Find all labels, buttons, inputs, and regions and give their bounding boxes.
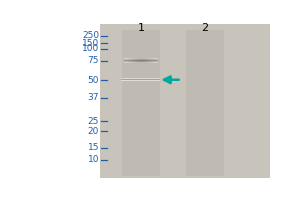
Bar (156, 58, 157, 63)
Bar (138, 58, 139, 63)
Bar (144, 58, 145, 63)
Bar (136, 58, 137, 63)
Bar (157, 58, 158, 63)
Bar (126, 58, 127, 63)
Bar (148, 58, 149, 63)
Bar (143, 58, 144, 63)
Bar (147, 58, 148, 63)
Bar (149, 58, 150, 63)
Bar (131, 58, 132, 63)
Bar (140, 58, 141, 63)
Bar (133, 58, 134, 63)
Text: 15: 15 (88, 143, 99, 152)
Bar (128, 58, 129, 63)
Bar (139, 58, 140, 63)
Text: 100: 100 (82, 44, 99, 53)
Text: 75: 75 (88, 56, 99, 65)
Text: 25: 25 (88, 117, 99, 126)
Bar (186, 30, 224, 176)
Bar (141, 58, 142, 63)
Bar (129, 58, 130, 63)
Bar (155, 58, 156, 63)
Bar (152, 58, 153, 63)
Bar (100, 24, 270, 178)
Text: 250: 250 (82, 31, 99, 40)
Bar (145, 58, 146, 63)
Bar (153, 58, 154, 63)
Text: 2: 2 (201, 23, 208, 33)
Bar (124, 58, 125, 63)
Bar (130, 58, 131, 63)
Bar (127, 58, 128, 63)
Bar (134, 58, 135, 63)
Bar (142, 58, 143, 63)
Text: 1: 1 (137, 23, 145, 33)
Bar (135, 58, 136, 63)
Bar (151, 58, 152, 63)
Bar (154, 58, 155, 63)
Text: 150: 150 (82, 39, 99, 48)
Bar (146, 58, 147, 63)
Text: 20: 20 (88, 127, 99, 136)
Text: 50: 50 (88, 76, 99, 85)
Bar (137, 58, 138, 63)
Bar (132, 58, 133, 63)
Text: 37: 37 (88, 93, 99, 102)
Bar (122, 30, 160, 176)
Bar (150, 58, 151, 63)
Text: 10: 10 (88, 155, 99, 164)
Bar (125, 58, 126, 63)
